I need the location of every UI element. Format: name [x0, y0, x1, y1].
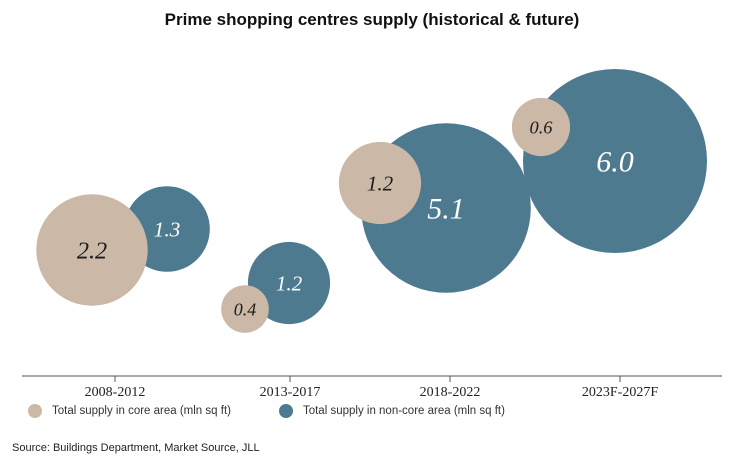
bubble-non-core: [523, 69, 707, 253]
legend-label-non-core: Total supply in non-core area (mln sq ft…: [302, 405, 505, 417]
data-label: 1.3: [154, 217, 181, 241]
legend-item-non-core: Total supply in non-core area (mln sq ft…: [278, 404, 505, 418]
plot-area: 2008-2012 2013-2017 2018-2022 2023F-2027F 1.…: [22, 69, 722, 400]
data-label: 2.2: [77, 237, 107, 264]
legend-item-core: Total supply in core area (mln sq ft): [28, 404, 231, 418]
data-label: 5.1: [427, 193, 465, 226]
bubble-core: [36, 194, 148, 306]
legend-swatch-non-core: [278, 404, 293, 418]
bubble-core: [511, 97, 571, 157]
bubble-non-core: [247, 241, 331, 325]
data-label: 1.2: [367, 171, 394, 195]
legend: Total supply in core area (mln sq ft) To…: [28, 404, 553, 418]
x-tick-label: 2013-2017: [260, 385, 321, 400]
x-tick-label: 2023F-2027F: [582, 385, 658, 400]
x-tick-label: 2018-2022: [420, 385, 481, 400]
source-note: Source: Buildings Department, Market Sou…: [12, 442, 260, 454]
chart-title: Prime shopping centres supply (historica…: [164, 10, 580, 29]
legend-swatch-core: [28, 404, 42, 418]
bubble-core: [338, 141, 422, 225]
bubble-core: [221, 285, 269, 333]
data-label: 1.2: [276, 271, 303, 295]
data-label: 0.4: [234, 299, 257, 319]
legend-label-core: Total supply in core area (mln sq ft): [52, 405, 231, 417]
x-tick-label: 2008-2012: [85, 385, 146, 400]
data-label: 6.0: [596, 146, 634, 179]
data-label: 0.6: [530, 117, 554, 137]
